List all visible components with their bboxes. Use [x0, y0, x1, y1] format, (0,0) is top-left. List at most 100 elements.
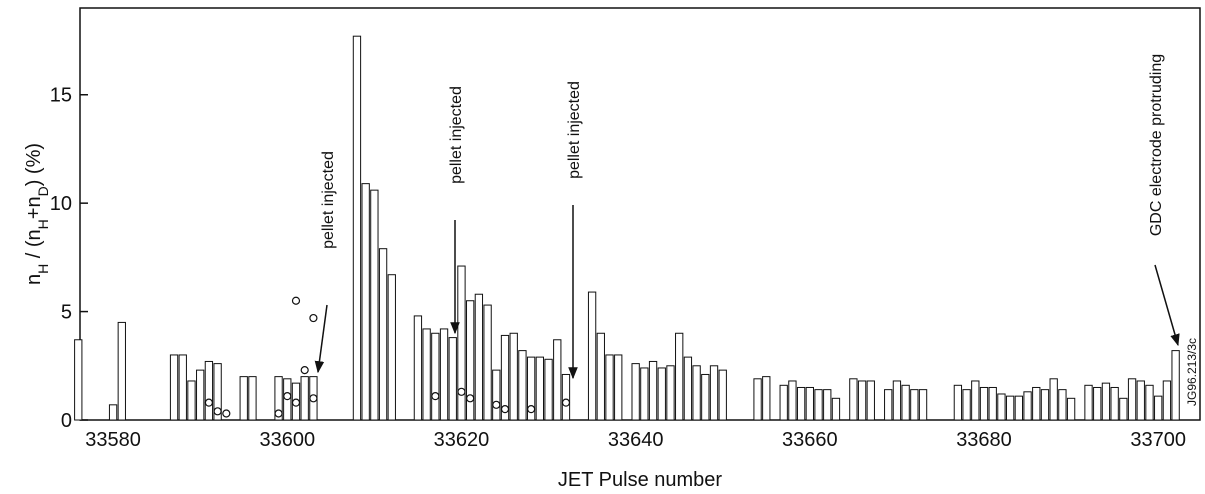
bar [483, 304, 492, 421]
bar [387, 274, 396, 421]
bar [796, 386, 806, 421]
bar [1171, 350, 1180, 421]
y-tick-label: 5 [61, 302, 72, 324]
bar [831, 397, 841, 421]
bar [352, 35, 362, 421]
y-tick-label: 15 [50, 85, 72, 107]
bar [1162, 380, 1172, 421]
bar [988, 386, 997, 421]
bar [500, 334, 510, 421]
y-label-part: D [35, 186, 51, 196]
bar [1127, 378, 1137, 421]
bar [1032, 386, 1041, 421]
bar [178, 354, 187, 421]
y-label-part: H [35, 264, 51, 274]
bar [953, 384, 963, 421]
bar [753, 378, 762, 421]
y-label-part: H [35, 219, 51, 229]
bar [823, 389, 832, 421]
circle-marker [309, 394, 318, 403]
circle-marker [204, 398, 213, 407]
bar [1049, 378, 1058, 421]
bar [492, 369, 501, 421]
x-tick-label: 33660 [782, 429, 838, 451]
circle-marker [274, 409, 283, 418]
x-tick-label: 33700 [1130, 429, 1186, 451]
bar [762, 376, 771, 421]
circle-marker [291, 296, 301, 305]
bar [544, 358, 553, 421]
bar [1084, 384, 1093, 421]
bar [692, 365, 701, 421]
bar [74, 339, 83, 421]
bar [1145, 384, 1154, 421]
bar [892, 380, 902, 421]
bar [431, 332, 440, 421]
bar [657, 367, 666, 421]
bar [596, 332, 605, 421]
bar [187, 380, 196, 421]
bar [979, 386, 989, 421]
annotation-arrow [314, 304, 328, 374]
bar [866, 380, 875, 421]
bar [910, 389, 919, 421]
annotation: JG96.213/3c [1185, 338, 1199, 406]
bar [274, 376, 283, 421]
bar [526, 356, 536, 421]
bar [962, 389, 971, 421]
x-axis-label: JET Pulse number [558, 469, 722, 491]
y-label-part: / (n [23, 229, 45, 263]
bar [457, 265, 466, 421]
bar [196, 369, 205, 421]
bar [614, 354, 623, 421]
bar [788, 380, 797, 421]
bar [1058, 389, 1067, 421]
circle-marker [561, 398, 571, 407]
plot-frame [79, 7, 1201, 421]
bar [997, 393, 1006, 421]
x-tick-label: 33640 [608, 429, 664, 451]
y-axis-label: nH / (nH+nD) (%) [23, 143, 51, 285]
bar [300, 376, 309, 421]
y-label-part: n [23, 274, 45, 285]
bar [448, 337, 457, 421]
bar [361, 183, 370, 421]
x-tick-label: 33680 [956, 429, 1012, 451]
bar [378, 248, 388, 421]
bar [439, 328, 449, 421]
bar [814, 389, 823, 421]
bar [474, 293, 484, 421]
bar [117, 321, 126, 421]
bar [1040, 389, 1050, 421]
bar [413, 315, 423, 421]
circle-marker [457, 387, 466, 396]
bar [718, 369, 727, 421]
bar [553, 339, 562, 421]
bar [709, 365, 719, 421]
circle-marker [291, 398, 301, 407]
bar [675, 332, 684, 421]
bar [239, 376, 248, 421]
bar [1154, 395, 1163, 421]
y-label-part: ) (%) [23, 143, 45, 186]
bar [1119, 397, 1128, 421]
bar [1093, 386, 1102, 421]
bar [1066, 397, 1076, 421]
bar [1014, 395, 1024, 421]
bar [857, 380, 867, 421]
circle-marker [492, 400, 501, 409]
bar [587, 291, 597, 421]
bar [1005, 395, 1015, 421]
x-tick-label: 33600 [259, 429, 315, 451]
circle-marker [222, 409, 231, 418]
annotation: pellet injected [566, 81, 583, 179]
bar [683, 356, 693, 421]
bar [509, 332, 518, 421]
bar [561, 373, 571, 421]
bar [108, 404, 118, 421]
annotation: pellet injected [320, 151, 337, 249]
y-tick-label: 0 [61, 410, 72, 432]
bar [204, 360, 214, 421]
bar [605, 354, 614, 421]
bar [805, 386, 814, 421]
